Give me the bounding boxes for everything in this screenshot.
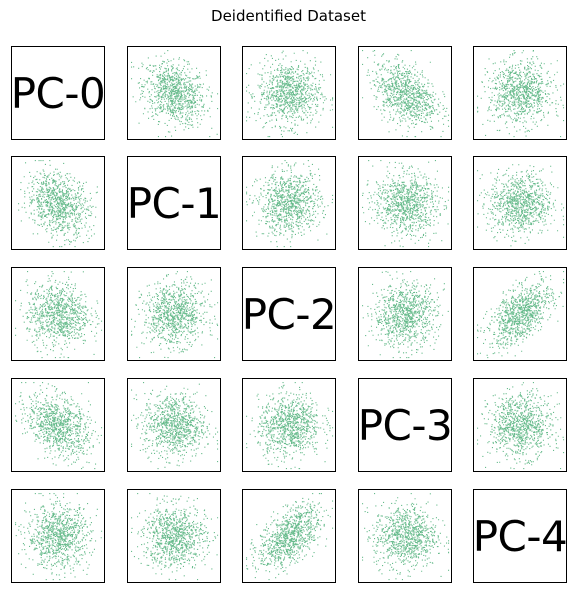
scatter-point-cloud (246, 50, 334, 138)
scatter-panel-pc-0-vs-pc-2 (242, 46, 336, 140)
variable-label: PC-3 (358, 400, 452, 450)
scatter-point-cloud (246, 160, 334, 248)
scatter-points (15, 271, 103, 359)
variable-label: PC-1 (127, 178, 221, 228)
scatter-panel-pc-3-vs-pc-2 (242, 378, 336, 472)
scatter-point-cloud (362, 160, 450, 248)
scatter-panel-pc-0-vs-pc-1 (127, 46, 221, 140)
scatter-panel-pc-3-vs-pc-0 (11, 378, 105, 472)
scatter-points (246, 382, 334, 470)
scatter-points (477, 164, 565, 247)
scatter-panel-pc-4-vs-pc-1 (127, 489, 221, 583)
scatter-point-cloud (246, 493, 334, 581)
scatter-point-cloud (477, 50, 565, 138)
scatter-point-cloud (477, 164, 565, 247)
scatter-panel-pc-1-vs-pc-2 (242, 156, 336, 250)
diagonal-panel-pc-4: PC-4 (473, 489, 567, 583)
diagonal-panel-pc-0: PC-0 (11, 46, 105, 140)
scatter-panel-pc-4-vs-pc-0 (11, 489, 105, 583)
scatter-points (15, 493, 103, 581)
scatter-point-cloud (131, 493, 219, 581)
scatter-point-cloud (15, 493, 103, 581)
scatter-points (131, 382, 219, 470)
scatter-points (362, 160, 450, 248)
scatter-points (131, 50, 219, 138)
scatter-points (246, 160, 334, 248)
scatter-point-cloud (15, 271, 103, 359)
scatter-panel-pc-0-vs-pc-4 (473, 46, 567, 140)
scatter-points (477, 382, 565, 470)
scatter-points (477, 50, 565, 138)
scatter-panel-pc-0-vs-pc-3 (358, 46, 452, 140)
scatter-point-cloud (362, 493, 450, 581)
scatter-points (15, 382, 103, 470)
scatter-point-cloud (131, 50, 219, 138)
scatter-panel-pc-2-vs-pc-0 (11, 267, 105, 361)
scatter-point-cloud (362, 50, 450, 138)
scatter-panel-pc-3-vs-pc-4 (473, 378, 567, 472)
scatter-panel-pc-1-vs-pc-0 (11, 156, 105, 250)
scatter-panel-pc-3-vs-pc-1 (127, 378, 221, 472)
scatter-points (131, 493, 219, 581)
scatter-panel-pc-4-vs-pc-3 (358, 489, 452, 583)
scatter-points (477, 271, 565, 359)
scatter-points (246, 50, 334, 138)
scatter-panel-pc-2-vs-pc-4 (473, 267, 567, 361)
scatter-panel-pc-2-vs-pc-1 (127, 267, 221, 361)
scatter-point-cloud (477, 382, 565, 470)
scatter-point-cloud (477, 271, 565, 359)
scatter-point-cloud (131, 382, 219, 470)
scatter-panel-pc-1-vs-pc-3 (358, 156, 452, 250)
scatter-panel-pc-1-vs-pc-4 (473, 156, 567, 250)
scatter-panel-pc-4-vs-pc-2 (242, 489, 336, 583)
diagonal-panel-pc-2: PC-2 (242, 267, 336, 361)
scatter-points (362, 271, 449, 359)
scatter-points (246, 493, 334, 581)
scatter-point-cloud (18, 160, 98, 248)
scatter-points (131, 271, 219, 359)
diagonal-panel-pc-1: PC-1 (127, 156, 221, 250)
scatter-points (18, 160, 98, 248)
scatter-point-cloud (131, 271, 219, 359)
variable-label: PC-4 (473, 511, 567, 561)
variable-label: PC-2 (242, 289, 336, 339)
chart-title: Deidentified Dataset (211, 7, 366, 25)
diagonal-panel-pc-3: PC-3 (358, 378, 452, 472)
scatter-points (362, 493, 450, 581)
scatter-point-cloud (15, 382, 103, 470)
scatter-point-cloud (362, 271, 449, 359)
scatter-point-cloud (246, 382, 334, 470)
variable-label: PC-0 (11, 68, 105, 118)
scatter-panel-pc-2-vs-pc-3 (358, 267, 452, 361)
scatter-points (362, 50, 450, 138)
